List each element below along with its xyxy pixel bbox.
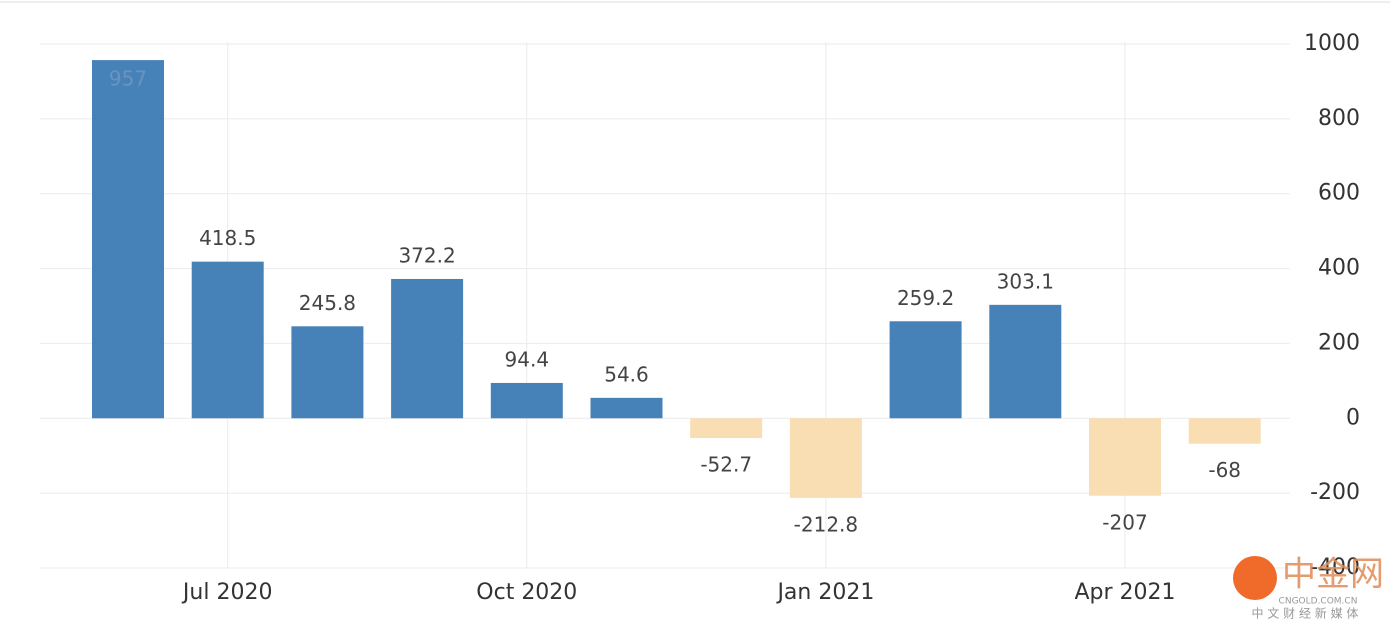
bar bbox=[191, 261, 264, 419]
watermark-site: CNGOLD.COM.CN bbox=[1279, 597, 1358, 607]
value-label: 372.2 bbox=[398, 243, 455, 267]
x-tick-label: Jan 2021 bbox=[775, 580, 874, 605]
y-tick-label: 200 bbox=[1318, 330, 1360, 355]
y-tick-label: -200 bbox=[1310, 480, 1360, 505]
y-tick-label: 1000 bbox=[1304, 31, 1360, 56]
value-label: 245.8 bbox=[299, 291, 356, 315]
x-tick-label: Jul 2020 bbox=[181, 580, 273, 605]
value-label: -52.7 bbox=[700, 453, 752, 477]
watermark-tagline: 中 文 财 经 新 媒 体 bbox=[1252, 606, 1359, 621]
watermark: 中金网 CNGOLD.COM.CN 中 文 财 经 新 媒 体 bbox=[1233, 555, 1384, 621]
value-label: -68 bbox=[1208, 458, 1241, 482]
value-label: 957 bbox=[109, 67, 147, 91]
x-tick-label: Apr 2021 bbox=[1074, 580, 1175, 605]
value-label: -212.8 bbox=[794, 512, 858, 536]
value-label: 259.2 bbox=[897, 286, 954, 310]
y-tick-label: 0 bbox=[1346, 405, 1360, 430]
bar bbox=[1089, 418, 1161, 496]
value-label: 418.5 bbox=[199, 226, 256, 250]
bar bbox=[291, 326, 364, 419]
y-tick-label: 600 bbox=[1318, 181, 1360, 206]
bar bbox=[490, 382, 563, 419]
y-tick-label: 800 bbox=[1318, 106, 1360, 131]
value-label: 94.4 bbox=[505, 347, 550, 371]
bar bbox=[889, 321, 962, 419]
x-tick-label: Oct 2020 bbox=[476, 580, 577, 605]
y-tick-label: 400 bbox=[1318, 256, 1360, 281]
watermark-logo: 中金网 bbox=[1282, 555, 1384, 595]
watermark-icon bbox=[1233, 556, 1277, 600]
bar bbox=[789, 418, 862, 498]
value-label: 303.1 bbox=[997, 269, 1054, 293]
bar bbox=[590, 397, 663, 419]
bar bbox=[391, 278, 464, 419]
bar bbox=[989, 304, 1062, 419]
value-label: 54.6 bbox=[604, 362, 649, 386]
bar bbox=[690, 418, 763, 439]
value-label: -207 bbox=[1102, 510, 1147, 534]
bar bbox=[1188, 418, 1261, 444]
y-tick-label: -400 bbox=[1310, 555, 1360, 580]
bar bbox=[92, 60, 164, 419]
